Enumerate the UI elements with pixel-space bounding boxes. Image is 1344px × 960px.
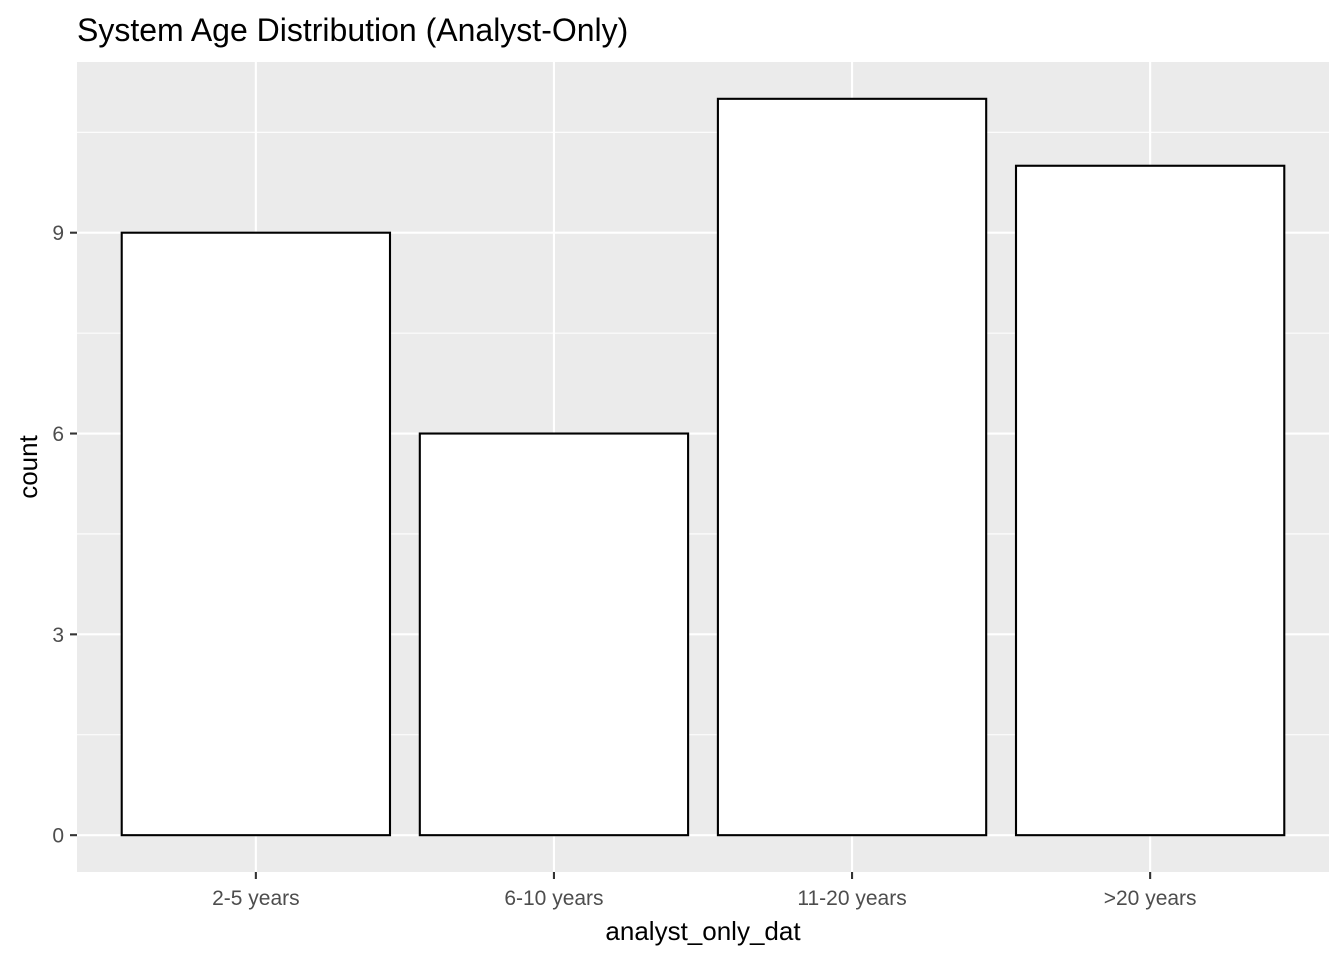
x-tick-label: 6-10 years [504,887,603,910]
x-axis-title: analyst_only_dat [605,916,801,946]
y-axis-title: count [13,434,43,498]
y-tick-label: 6 [52,423,64,446]
x-tick-label: 11-20 years [797,887,906,910]
chart-title: System Age Distribution (Analyst-Only) [77,12,628,48]
y-tick-label: 0 [52,825,64,848]
y-tick-label: 9 [52,222,64,245]
bar [418,432,690,837]
x-axis: 2-5 years 6-10 years 11-20 years >20 years [212,872,1197,910]
bar [1014,164,1286,837]
bar [120,231,392,837]
y-axis: 0 3 6 9 [52,222,77,848]
bar [716,97,988,837]
bars [120,97,1286,837]
y-tick-label: 3 [52,624,64,647]
x-tick-label: 2-5 years [212,887,300,910]
x-tick-label: >20 years [1104,887,1197,910]
